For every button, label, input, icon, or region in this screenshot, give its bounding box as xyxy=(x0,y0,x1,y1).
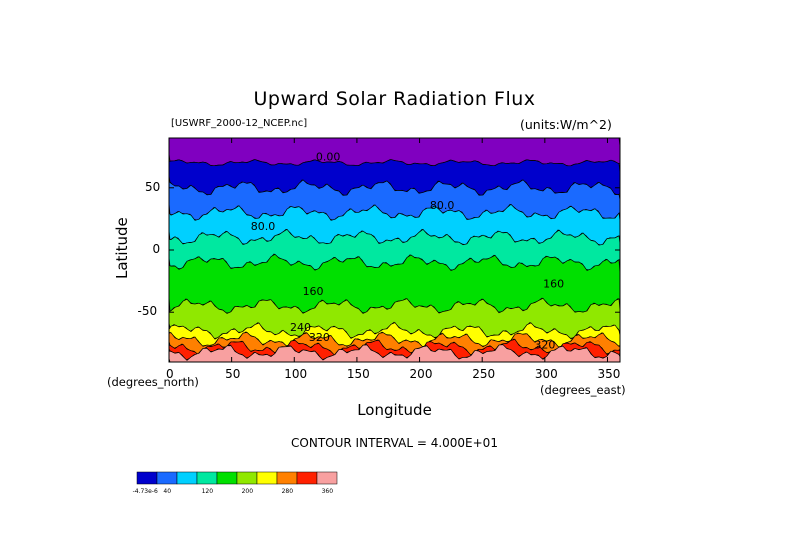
contour-label: 320 xyxy=(309,331,330,344)
contour-interval-note: CONTOUR INTERVAL = 4.000E+01 xyxy=(291,436,498,450)
units-label: (units:W/m^2) xyxy=(520,117,612,132)
contour-label: 320 xyxy=(534,338,555,351)
x-tick-label: 100 xyxy=(284,367,308,381)
contour-label: 240 xyxy=(290,321,311,334)
colorbar-swatch xyxy=(196,471,218,485)
x-tick-label: 150 xyxy=(346,367,370,381)
contour-label: 160 xyxy=(543,277,564,290)
x-tick-label: 50 xyxy=(225,367,241,381)
contour-label: 160 xyxy=(303,285,324,298)
file-label: [USWRF_2000-12_NCEP.nc] xyxy=(171,118,308,129)
y-unit-label: (degrees_north) xyxy=(107,375,199,389)
heatmap-bands xyxy=(169,138,620,362)
contour-label: 80.0 xyxy=(251,220,276,233)
x-tick-label: 350 xyxy=(597,367,621,381)
colorbar-tick-label: -4.73e-6 xyxy=(132,488,158,495)
colorbar-tick-label: 120 xyxy=(201,488,214,495)
chart-title: Upward Solar Radiation Flux xyxy=(253,88,536,110)
colorbar-tick-label: 200 xyxy=(241,488,254,495)
y-tick-label: 0 xyxy=(152,242,161,256)
colorbar-tick-label: 280 xyxy=(281,488,294,495)
y-tick-label: -50 xyxy=(137,304,158,319)
colorbar-swatch xyxy=(236,471,258,485)
contour-label: 80.0 xyxy=(430,199,455,212)
x-unit-label: (degrees_east) xyxy=(540,383,626,397)
x-tick-label: 0 xyxy=(166,367,174,381)
colorbar-swatch xyxy=(176,471,198,485)
colorbar-swatch xyxy=(156,471,178,485)
band-300 xyxy=(169,332,620,356)
x-tick-label: 300 xyxy=(534,367,558,381)
colorbar-swatch xyxy=(256,471,278,485)
x-tick-label: 200 xyxy=(409,367,433,381)
colorbar-swatch xyxy=(276,471,298,485)
colorbar-swatch xyxy=(316,471,338,485)
colorbar-swatch xyxy=(136,471,158,485)
colorbar-tick-label: 40 xyxy=(163,488,172,495)
x-tick-label: 250 xyxy=(472,367,496,381)
band-380 xyxy=(169,344,620,362)
x-axis-label: Longitude xyxy=(357,401,432,419)
contour-label: 0.00 xyxy=(316,150,341,163)
colorbar-swatch xyxy=(296,471,318,485)
colorbar-tick-label: 360 xyxy=(321,488,334,495)
colorbar-swatch xyxy=(216,471,238,485)
y-tick-label: 50 xyxy=(145,179,161,194)
